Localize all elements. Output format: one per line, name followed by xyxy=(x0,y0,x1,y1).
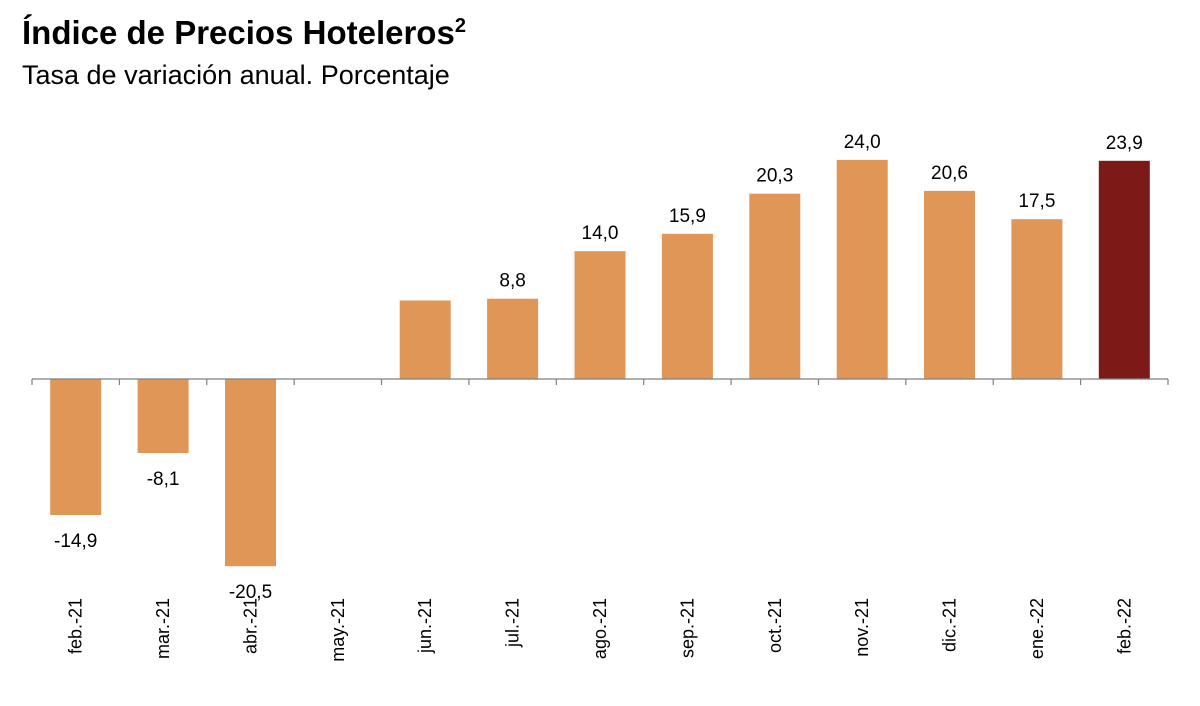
x-tick-label: abr.-21 xyxy=(241,598,261,654)
data-label: -20,5 xyxy=(229,582,272,603)
x-tick-label: oct.-21 xyxy=(765,598,785,653)
bar-feb-22 xyxy=(1098,160,1150,379)
data-label: 14,0 xyxy=(582,223,619,244)
x-tick-label: ene.-22 xyxy=(1027,598,1047,659)
bars-group xyxy=(50,159,1150,567)
data-label: -8,1 xyxy=(147,469,180,490)
bar-abr-21 xyxy=(225,379,276,567)
x-tick-label: nov.-21 xyxy=(852,598,872,657)
x-tick-label: dic.-21 xyxy=(940,598,960,652)
data-label: -14,9 xyxy=(54,531,97,552)
data-label: 17,5 xyxy=(1018,191,1055,212)
bar-oct-21 xyxy=(749,193,801,379)
bar-nov-21 xyxy=(836,159,888,379)
bar-sep-21 xyxy=(661,233,713,379)
chart-title-text: Índice de Precios Hoteleros xyxy=(22,14,455,51)
x-tick-label: ago.-21 xyxy=(590,598,610,659)
data-label: 23,9 xyxy=(1106,133,1143,154)
chart-title: Índice de Precios Hoteleros2 xyxy=(22,14,466,52)
x-tick-label: feb.-22 xyxy=(1114,598,1134,654)
bar-jul-21 xyxy=(487,298,539,379)
x-tick-label: mar.-21 xyxy=(153,598,173,659)
chart-subtitle: Tasa de variación anual. Porcentaje xyxy=(22,60,450,90)
tick-labels-group: feb.-21 mar.-21 abr.-21 may.-21 jun.-21 jul.-… xyxy=(66,598,1135,662)
data-label: 20,6 xyxy=(931,163,968,184)
x-tick-label: sep.-21 xyxy=(677,598,697,658)
x-tick-label: may.-21 xyxy=(328,598,348,662)
bar-ene-22 xyxy=(1011,219,1063,379)
title-footnote-mark: 2 xyxy=(454,15,466,37)
data-labels-group: -14,9 -8,1 -20,5 8,8 14,0 15,9 20,3 24,0 20,6 17,… xyxy=(54,132,1143,603)
bar-ago-21 xyxy=(574,251,626,379)
x-tick-label: jul.-21 xyxy=(503,598,523,648)
data-label: 20,3 xyxy=(756,166,793,187)
x-axis xyxy=(31,378,1169,385)
bar-mar-21 xyxy=(137,379,189,453)
bar-dic-21 xyxy=(924,190,975,379)
data-label: 8,8 xyxy=(499,271,525,292)
bar-jun-21 xyxy=(399,300,451,379)
x-tick-label: feb.-21 xyxy=(66,598,86,654)
x-tick-label: jun.-21 xyxy=(415,598,435,654)
data-label: 15,9 xyxy=(669,206,706,227)
bar-feb-21 xyxy=(50,379,102,515)
data-label: 24,0 xyxy=(844,132,881,153)
